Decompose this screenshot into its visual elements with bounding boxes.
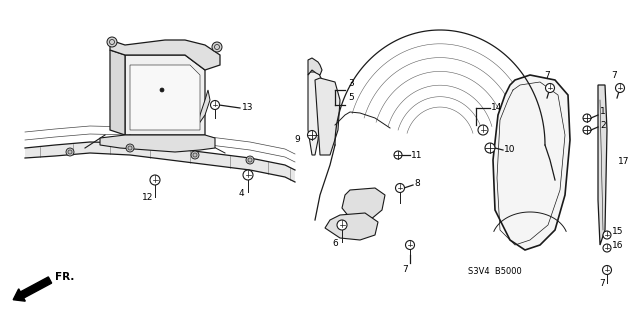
Polygon shape xyxy=(315,78,340,155)
Text: 1: 1 xyxy=(600,108,605,116)
Polygon shape xyxy=(130,65,200,130)
Text: 6: 6 xyxy=(332,239,338,248)
Circle shape xyxy=(394,151,402,159)
Circle shape xyxy=(583,114,591,122)
Circle shape xyxy=(485,143,495,153)
Text: 17: 17 xyxy=(618,158,630,167)
Circle shape xyxy=(307,130,317,139)
Polygon shape xyxy=(598,85,607,245)
Text: 7: 7 xyxy=(402,264,408,273)
Polygon shape xyxy=(110,50,125,135)
Polygon shape xyxy=(325,213,378,240)
Circle shape xyxy=(150,175,160,185)
Text: S3V4  B5000: S3V4 B5000 xyxy=(468,266,522,276)
Text: 12: 12 xyxy=(142,194,154,203)
Text: 14: 14 xyxy=(491,103,502,113)
Text: 9: 9 xyxy=(294,136,300,145)
FancyArrow shape xyxy=(13,277,52,301)
Circle shape xyxy=(478,125,488,135)
Circle shape xyxy=(337,220,347,230)
Text: 5: 5 xyxy=(348,93,354,101)
Polygon shape xyxy=(100,135,215,152)
Circle shape xyxy=(583,126,591,134)
Polygon shape xyxy=(493,75,570,250)
Circle shape xyxy=(246,156,254,164)
Circle shape xyxy=(616,84,625,93)
Circle shape xyxy=(243,170,253,180)
Polygon shape xyxy=(125,55,205,135)
Polygon shape xyxy=(308,72,322,155)
Text: 7: 7 xyxy=(544,70,550,79)
Circle shape xyxy=(212,42,222,52)
Text: 15: 15 xyxy=(612,227,623,236)
Text: FR.: FR. xyxy=(55,272,74,282)
Circle shape xyxy=(602,265,611,275)
Circle shape xyxy=(545,84,554,93)
Text: 10: 10 xyxy=(504,145,515,154)
Circle shape xyxy=(396,183,404,192)
Circle shape xyxy=(126,144,134,152)
Polygon shape xyxy=(198,90,210,125)
Text: 2: 2 xyxy=(600,121,605,130)
Circle shape xyxy=(66,148,74,156)
Text: 7: 7 xyxy=(611,70,617,79)
Text: 7: 7 xyxy=(599,278,605,287)
Polygon shape xyxy=(342,188,385,220)
Circle shape xyxy=(603,244,611,252)
Text: 16: 16 xyxy=(612,241,623,250)
Text: 4: 4 xyxy=(238,189,244,197)
Circle shape xyxy=(160,88,164,92)
Text: 8: 8 xyxy=(414,179,420,188)
Circle shape xyxy=(107,37,117,47)
Text: 13: 13 xyxy=(242,103,253,113)
Polygon shape xyxy=(25,142,295,182)
Circle shape xyxy=(191,151,199,159)
Circle shape xyxy=(603,231,611,239)
Circle shape xyxy=(406,241,415,249)
Polygon shape xyxy=(308,58,322,75)
Polygon shape xyxy=(110,40,220,70)
Text: 3: 3 xyxy=(348,78,354,87)
Text: 11: 11 xyxy=(411,151,422,160)
Circle shape xyxy=(211,100,220,109)
